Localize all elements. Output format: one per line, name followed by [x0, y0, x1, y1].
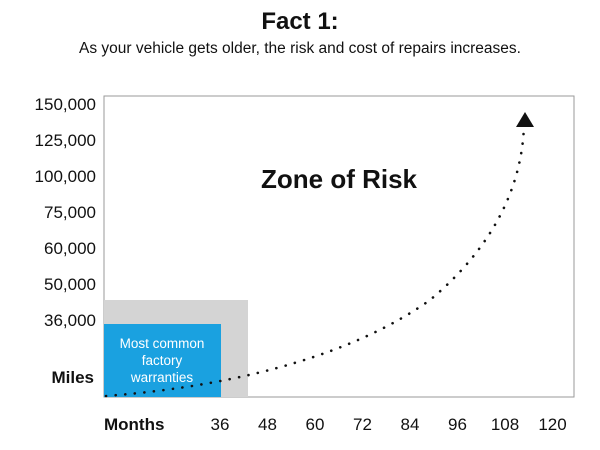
y-tick-label: 36,000: [44, 311, 96, 330]
y-tick-label: 100,000: [35, 167, 96, 186]
risk-curve-group: [104, 112, 534, 398]
x-axis-label: Months: [104, 415, 164, 434]
risk-curve: [104, 123, 526, 398]
y-tick-label: 125,000: [35, 131, 96, 150]
zone-of-risk-label: Zone of Risk: [261, 164, 418, 194]
y-tick-label: 75,000: [44, 203, 96, 222]
factory-warranty-label-line-3: warranties: [130, 370, 194, 385]
factory-warranty-label-line-2: factory: [142, 353, 183, 368]
x-tick-label: 120: [538, 415, 566, 434]
chart-title: Fact 1:: [261, 8, 339, 35]
factory-warranty-label-line-1: Most common: [120, 336, 205, 351]
y-tick-label: 60,000: [44, 239, 96, 258]
x-tick-label: 84: [401, 415, 420, 434]
arrow-up-icon: [516, 112, 534, 127]
x-axis-ticks: 36 48 60 72 84 96 108 120: [211, 415, 567, 434]
y-tick-label: 50,000: [44, 275, 96, 294]
x-tick-label: 108: [491, 415, 519, 434]
y-tick-label: 150,000: [35, 95, 96, 114]
y-axis-ticks: 150,000 125,000 100,000 75,000 60,000 50,000 3…: [35, 95, 96, 330]
x-tick-label: 72: [353, 415, 372, 434]
x-tick-label: 36: [211, 415, 230, 434]
y-axis-label: Miles: [51, 368, 94, 387]
x-tick-label: 96: [448, 415, 467, 434]
x-tick-label: 48: [258, 415, 277, 434]
x-tick-label: 60: [306, 415, 325, 434]
chart-subtitle: As your vehicle gets older, the risk and…: [79, 40, 521, 57]
